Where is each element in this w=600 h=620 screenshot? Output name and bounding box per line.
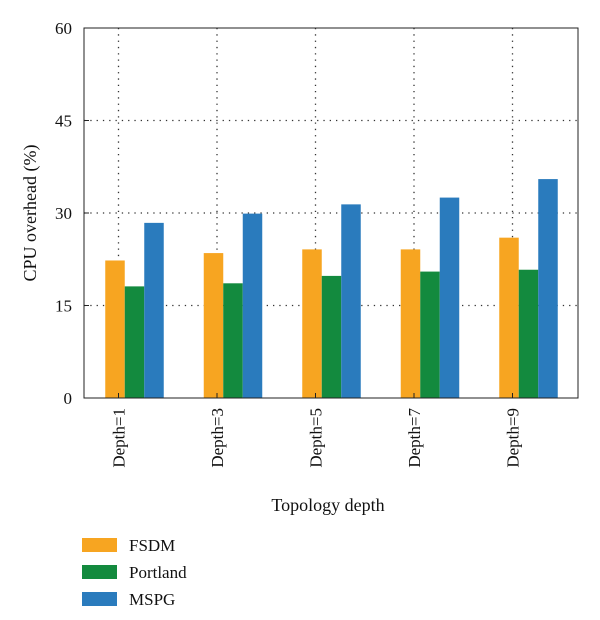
bar-portland-2 bbox=[223, 283, 243, 398]
bar-fsdm-4 bbox=[400, 249, 421, 398]
bar-mspg-1 bbox=[144, 222, 164, 398]
y-tick-label: 15 bbox=[55, 297, 72, 316]
x-tick-label: Depth=9 bbox=[504, 408, 523, 468]
y-tick-label: 30 bbox=[55, 204, 72, 223]
x-tick-label: Depth=7 bbox=[405, 408, 424, 468]
bar-fsdm-3 bbox=[302, 249, 322, 398]
bar-fsdm-1 bbox=[105, 260, 125, 398]
legend-swatch-portland bbox=[82, 565, 117, 579]
x-axis-title: Topology depth bbox=[271, 495, 384, 515]
bar-mspg-4 bbox=[439, 197, 460, 398]
y-axis: 0 15 30 45 60 bbox=[55, 19, 89, 408]
legend-swatch-fsdm bbox=[82, 538, 117, 552]
bar-mspg-2 bbox=[242, 213, 263, 398]
x-tick-label: Depth=3 bbox=[208, 408, 227, 468]
legend-swatch-mspg bbox=[82, 592, 117, 606]
bar-portland-1 bbox=[124, 286, 145, 398]
bar-portland-4 bbox=[420, 271, 440, 398]
x-tick-label: Depth=1 bbox=[110, 408, 129, 468]
y-tick-label: 0 bbox=[64, 389, 73, 408]
x-tick-label: Depth=5 bbox=[307, 408, 326, 468]
bar-portland-5 bbox=[518, 269, 539, 398]
legend-label-mspg: MSPG bbox=[129, 590, 175, 609]
legend: FSDM Portland MSPG bbox=[82, 536, 187, 609]
legend-label-fsdm: FSDM bbox=[129, 536, 175, 555]
bar-fsdm-5 bbox=[499, 237, 519, 398]
x-axis: Depth=1 Depth=3 Depth=5 Depth=7 Depth=9 bbox=[110, 393, 523, 468]
y-tick-label: 45 bbox=[55, 112, 72, 131]
y-tick-label: 60 bbox=[55, 19, 72, 38]
y-axis-title: CPU overhead (%) bbox=[20, 145, 41, 282]
legend-label-portland: Portland bbox=[129, 563, 187, 582]
bar-mspg-3 bbox=[341, 204, 361, 398]
bars bbox=[105, 179, 558, 398]
bar-portland-3 bbox=[321, 275, 342, 398]
bar-mspg-5 bbox=[538, 179, 558, 398]
bar-fsdm-2 bbox=[203, 253, 224, 398]
